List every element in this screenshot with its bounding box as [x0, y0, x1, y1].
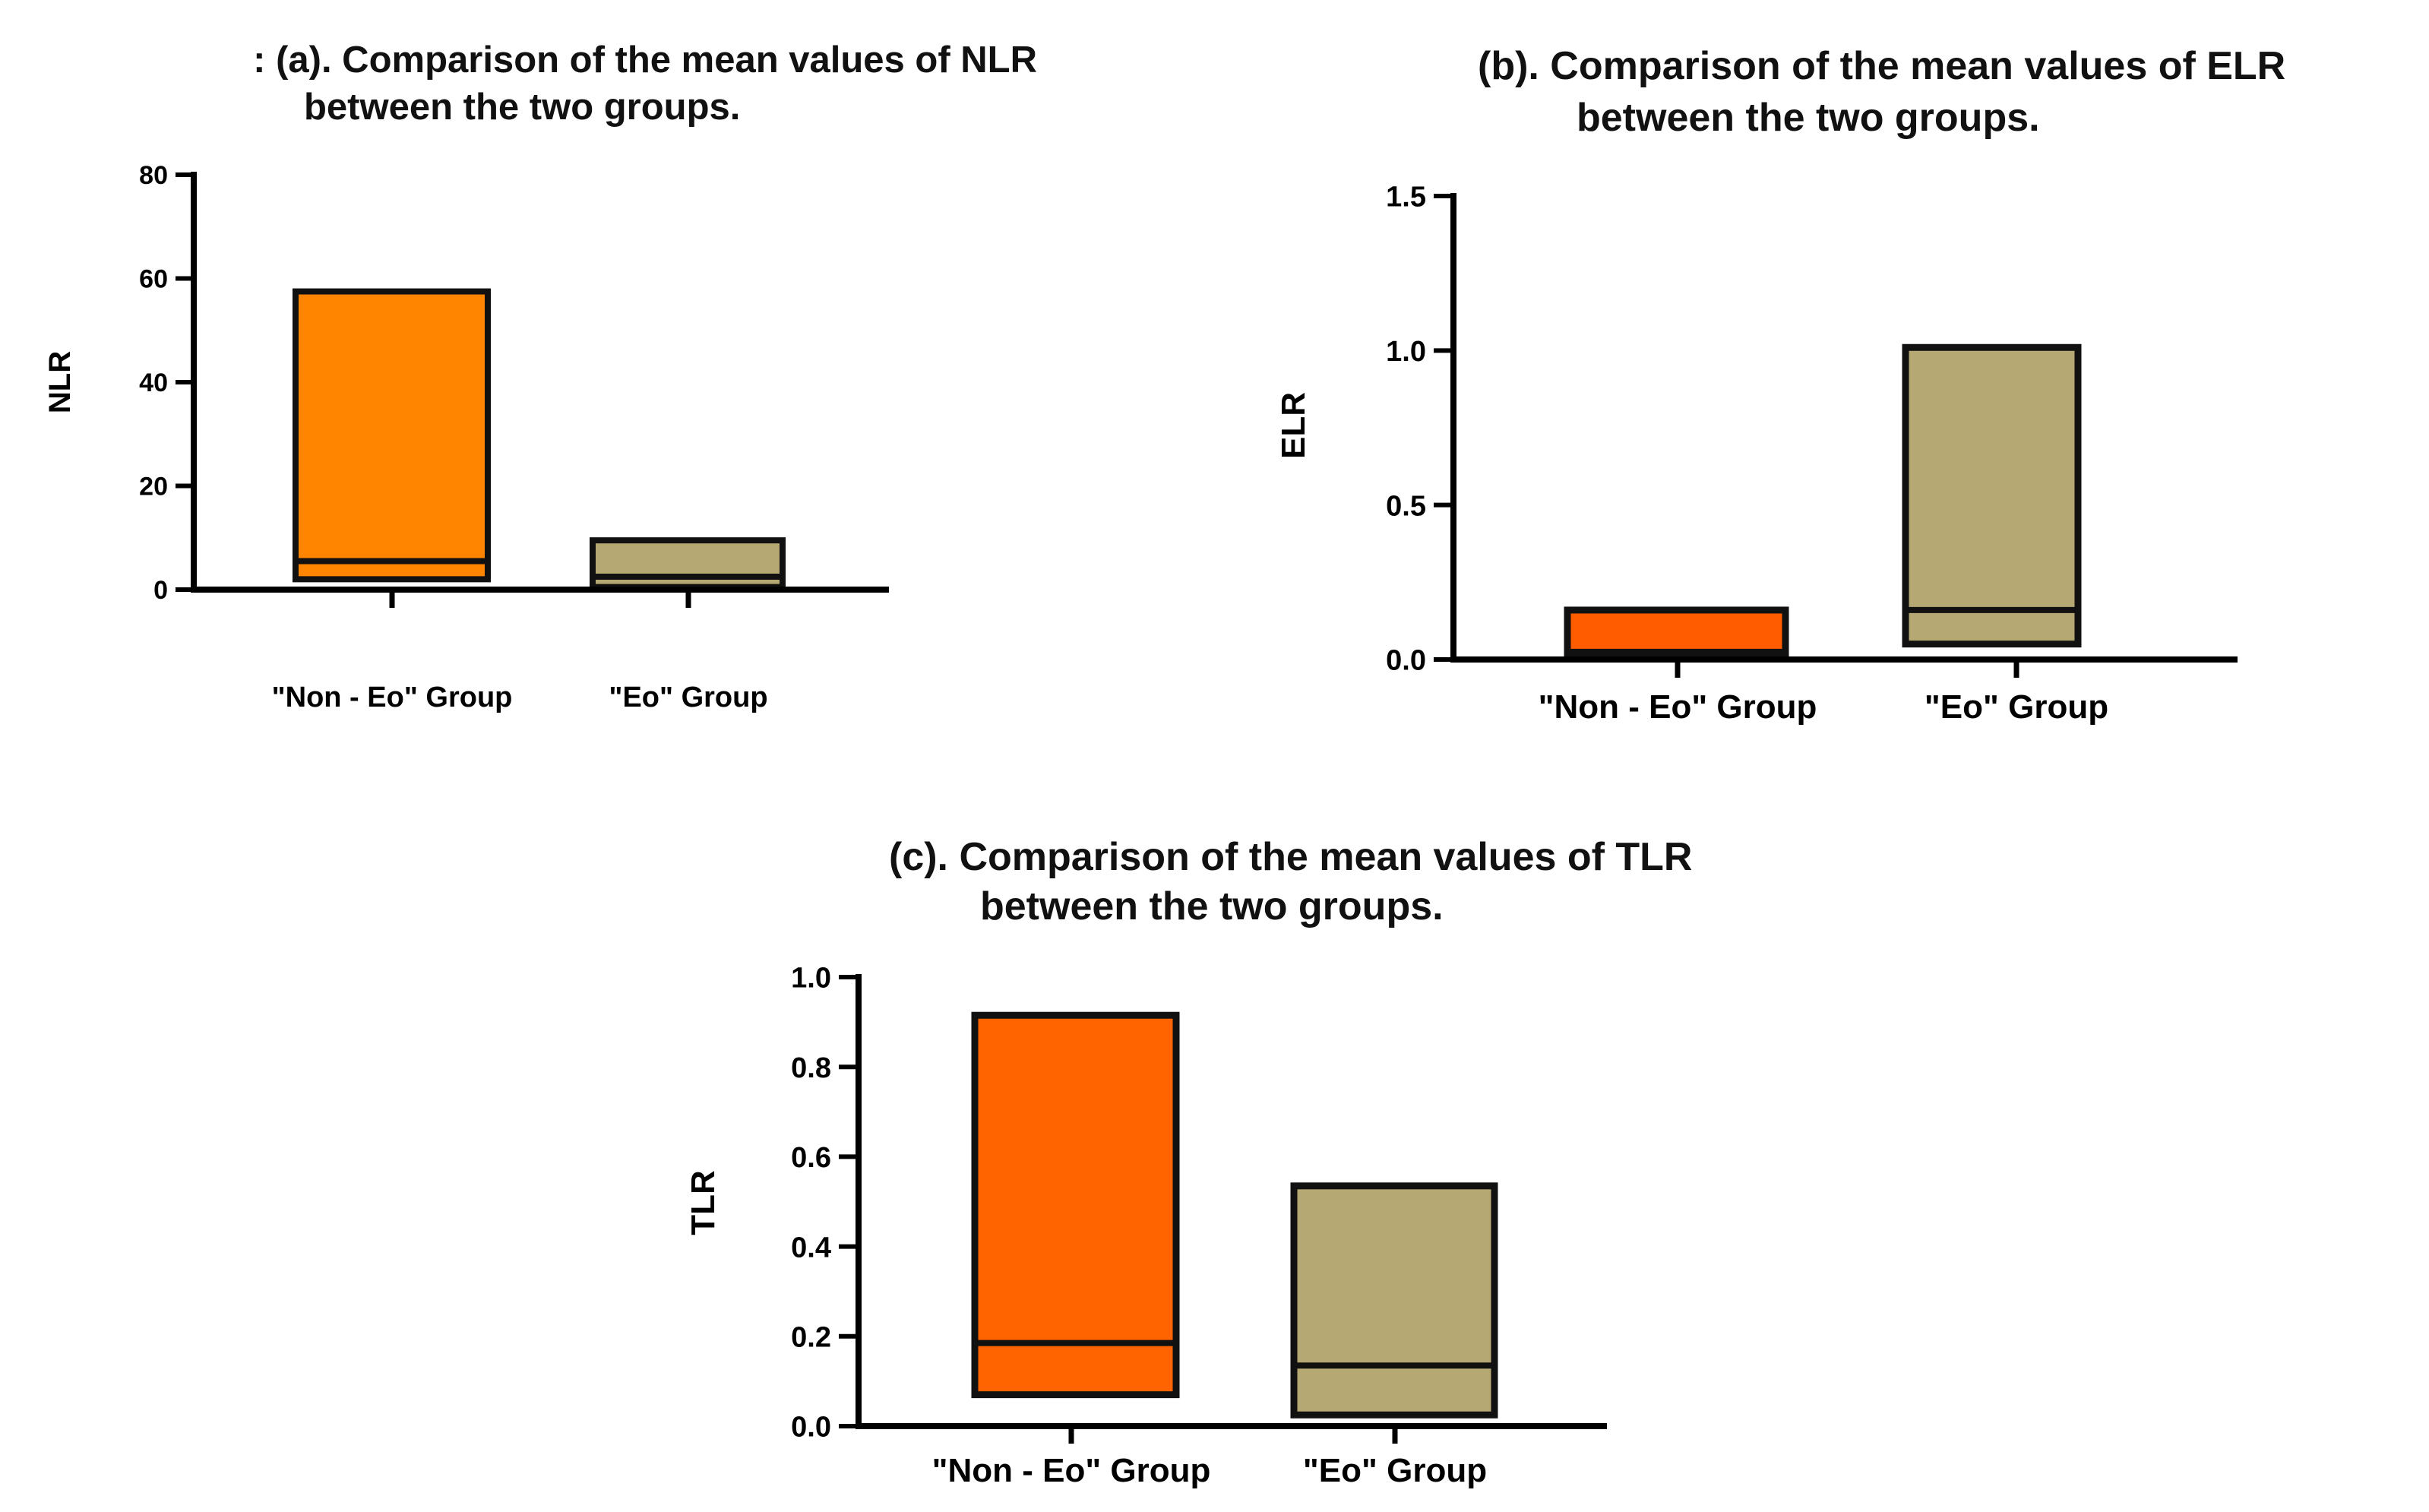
chart-c-y-tick-label-3: 0.6: [791, 1142, 831, 1174]
chart-a-title-line-2: between the two groups.: [304, 87, 740, 128]
chart-a-y-tick-label-3: 60: [139, 265, 168, 294]
chart-c-title-line-2: between the two groups.: [980, 884, 1444, 928]
chart-c-y-tick-label-5: 1.0: [791, 963, 831, 995]
chart-a-y-tick-label-4: 80: [139, 161, 168, 190]
chart-c-y-tick-label-2: 0.4: [791, 1232, 831, 1264]
chart-b-y-tick-label-1: 0.5: [1386, 490, 1426, 522]
chart-a-category-label-2: "Eo" Group: [609, 682, 767, 713]
chart-c-y-tick-label-1: 0.2: [791, 1321, 831, 1353]
chart-a-y-axis-label: NLR: [43, 351, 77, 413]
chart-a-bar-2: [590, 537, 786, 590]
chart-a-y-tick-label-1: 20: [139, 473, 168, 501]
chart-b-category-label-2: "Eo" Group: [1925, 688, 2108, 726]
chart-b-y-tick-label-3: 1.5: [1386, 182, 1426, 214]
chart-c-category-label-2: "Eo" Group: [1303, 1452, 1487, 1489]
chart-c: (c). Comparison of the mean values of TL…: [685, 835, 1692, 1489]
chart-b-title-line-1: (b). Comparison of the mean values of EL…: [1478, 44, 2285, 88]
chart-b: (b). Comparison of the mean values of EL…: [1275, 44, 2285, 726]
chart-c-y-axis-label: TLR: [685, 1170, 722, 1235]
chart-c-category-label-1: "Non - Eo" Group: [932, 1452, 1211, 1489]
chart-c-bar-1: [971, 1011, 1180, 1399]
chart-c-y-tick-label-0: 0.0: [791, 1412, 831, 1444]
chart-a-y-tick-label-2: 40: [139, 369, 168, 397]
chart-b-y-axis-label: ELR: [1275, 392, 1312, 459]
chart-a-title-line-1: : (a). Comparison of the mean values of …: [253, 40, 1037, 81]
chart-a: : (a). Comparison of the mean values of …: [43, 40, 1037, 713]
chart-b-title-line-2: between the two groups.: [1577, 96, 2040, 140]
chart-b-y-tick-label-2: 1.0: [1386, 336, 1426, 368]
chart-a-bar-1: [293, 288, 491, 583]
chart-c-bar-2: [1290, 1182, 1498, 1419]
chart-b-y-tick-label-0: 0.0: [1386, 645, 1426, 677]
chart-b-bar-2: [1902, 343, 2082, 648]
chart-c-title-line-1: (c). Comparison of the mean values of TL…: [889, 835, 1692, 879]
chart-b-category-label-1: "Non - Eo" Group: [1539, 688, 1817, 726]
chart-a-category-label-1: "Non - Eo" Group: [272, 682, 513, 713]
chart-c-y-tick-label-4: 0.8: [791, 1052, 831, 1084]
chart-a-y-tick-label-0: 0: [153, 576, 168, 605]
